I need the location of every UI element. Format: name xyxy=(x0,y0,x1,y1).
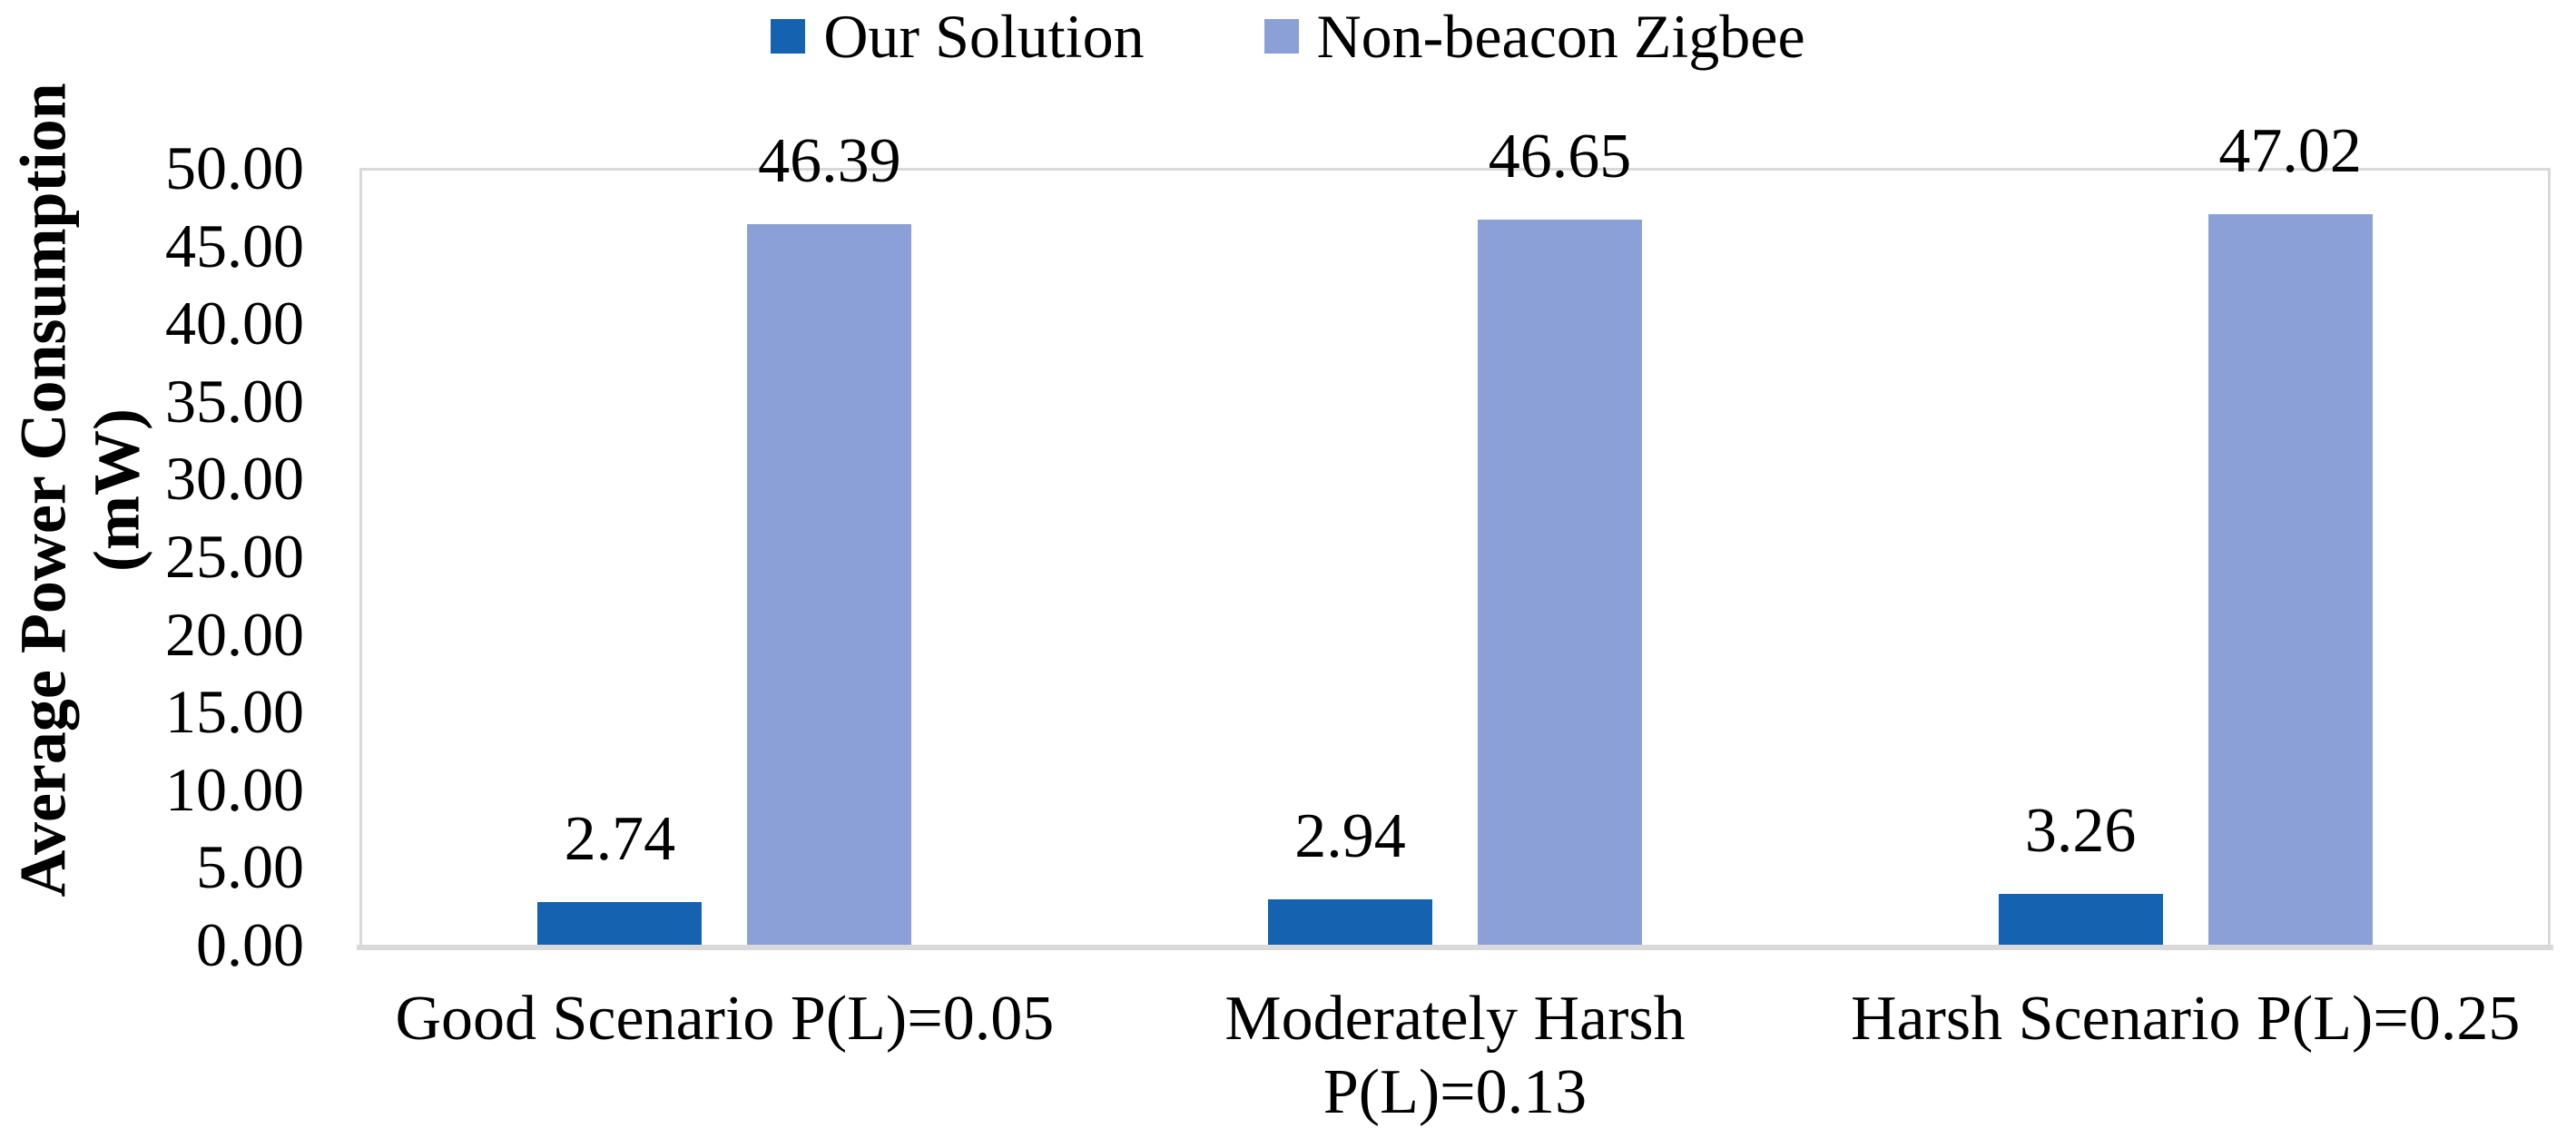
bar-value-label: 3.26 xyxy=(2024,796,2137,866)
y-axis-tick-label: 5.00 xyxy=(196,832,304,902)
legend-item-our-solution: Our Solution xyxy=(771,2,1145,71)
x-axis-category-label: Harsh Scenario P(L)=0.25 xyxy=(1850,984,2521,1054)
y-axis-tick-label: 50.00 xyxy=(165,133,304,202)
y-axis-tick-label: 15.00 xyxy=(165,677,304,747)
bar-value-label: 2.74 xyxy=(564,804,676,874)
x-axis-line xyxy=(357,945,2553,950)
bar-our-solution-1 xyxy=(1268,899,1432,945)
legend-swatch-our-solution xyxy=(771,19,806,54)
legend-label: Non-beacon Zigbee xyxy=(1316,2,1805,71)
legend-swatch-non-beacon-zigbee xyxy=(1263,19,1299,54)
plot-area xyxy=(359,168,2551,947)
legend-label: Our Solution xyxy=(823,2,1145,71)
y-axis-tick-label: 40.00 xyxy=(165,289,304,358)
y-axis-tick-label: 20.00 xyxy=(165,599,304,669)
y-axis-tick-label: 10.00 xyxy=(165,754,304,824)
bar-our-solution-0 xyxy=(537,902,703,945)
bar-value-label: 46.39 xyxy=(758,126,901,196)
legend: Our Solution Non-beacon Zigbee xyxy=(0,5,2576,67)
bar-non-beacon-zigbee-1 xyxy=(1478,220,1642,945)
bar-value-label: 47.02 xyxy=(2218,116,2362,186)
bar-value-label: 2.94 xyxy=(1294,801,1406,871)
bar-value-label: 46.65 xyxy=(1488,122,1632,191)
bar-our-solution-2 xyxy=(1998,894,2163,945)
x-axis-category-label: Good Scenario P(L)=0.05 xyxy=(395,984,1055,1054)
y-axis-tick-label: 35.00 xyxy=(165,366,304,436)
y-axis-tick-label: 30.00 xyxy=(165,444,304,514)
y-axis-tick-label: 25.00 xyxy=(165,522,304,591)
legend-item-non-beacon-zigbee: Non-beacon Zigbee xyxy=(1263,2,1805,71)
bar-non-beacon-zigbee-2 xyxy=(2207,214,2373,945)
y-axis-tick-label: 45.00 xyxy=(165,211,304,280)
bar-non-beacon-zigbee-0 xyxy=(747,224,912,945)
x-axis-category-label: Moderately Harsh P(L)=0.13 xyxy=(1224,984,1686,1128)
y-axis-tick-label: 0.00 xyxy=(196,910,304,979)
